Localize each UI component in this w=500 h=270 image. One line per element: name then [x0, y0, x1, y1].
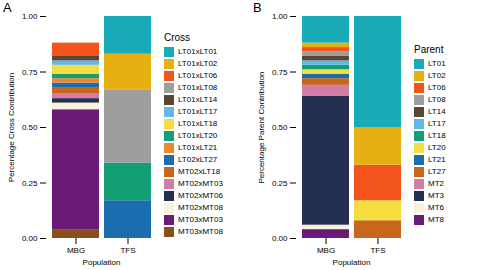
svg-text:0.00: 0.00 [22, 234, 38, 243]
html-text:MT02xLT18: MT02xLT18 [178, 167, 221, 176]
html-text:LT14: LT14 [428, 107, 446, 116]
html-text:MT2: MT2 [428, 179, 444, 188]
svg-text:0.50: 0.50 [272, 123, 288, 132]
html-text:MT3: MT3 [428, 191, 444, 200]
svg-text:0.75: 0.75 [272, 68, 288, 77]
html-text:LT21: LT21 [428, 155, 446, 164]
html-text:LT17: LT17 [428, 119, 446, 128]
html-text:LT20: LT20 [428, 143, 446, 152]
svg-text:TFS: TFS [120, 246, 135, 255]
html-text:A: A [3, 0, 12, 15]
html-text:LT01xLT20: LT01xLT20 [178, 131, 218, 140]
html-text:LT02xLT27: LT02xLT27 [178, 155, 218, 164]
html-text:LT01xLT18: LT01xLT18 [178, 119, 218, 128]
svg-text:1.00: 1.00 [22, 12, 38, 21]
svg-text:0.00: 0.00 [272, 234, 288, 243]
svg-text:MBG: MBG [67, 246, 85, 255]
html-text:LT01xLT17: LT01xLT17 [178, 107, 218, 116]
html-text:LT01xLT14: LT01xLT14 [178, 95, 218, 104]
html-text:LT01: LT01 [428, 59, 446, 68]
html-text:LT01xLT06: LT01xLT06 [178, 71, 218, 80]
html-text:LT01xLT21: LT01xLT21 [178, 143, 218, 152]
html-text:MT02xMT03: MT02xMT03 [178, 179, 223, 188]
svg-text:0.75: 0.75 [22, 68, 38, 77]
html-text:Parent: Parent [414, 44, 444, 55]
svg-text:Population: Population [333, 258, 371, 267]
svg-text:TFS: TFS [370, 246, 385, 255]
svg-text:MBG: MBG [317, 246, 335, 255]
svg-text:0.25: 0.25 [272, 179, 288, 188]
html-text:LT02: LT02 [428, 71, 446, 80]
html-text:MT8: MT8 [428, 215, 444, 224]
html-text:LT18: LT18 [428, 131, 446, 140]
svg-text:1.00: 1.00 [272, 12, 288, 21]
html-text:LT27: LT27 [428, 167, 446, 176]
html-text:LT08: LT08 [428, 95, 446, 104]
html-text:MT03xMT08: MT03xMT08 [178, 227, 223, 236]
html-text:LT01xLT01: LT01xLT01 [178, 47, 218, 56]
html-text:MT6: MT6 [428, 203, 444, 212]
svg-text:Population: Population [83, 258, 121, 267]
html-text:Cross: Cross [164, 32, 191, 43]
svg-text:Percentage Cross Contribution: Percentage Cross Contribution [7, 73, 16, 182]
html-text:B: B [253, 0, 262, 15]
html-text:MT03xMT03: MT03xMT03 [178, 215, 223, 224]
svg-text:Percentage Parent Contribution: Percentage Parent Contribution [257, 71, 266, 183]
html-text:MT02xMT08: MT02xMT08 [178, 203, 223, 212]
html-text:MT02xMT06: MT02xMT06 [178, 191, 223, 200]
html-text:LT06: LT06 [428, 83, 446, 92]
svg-text:0.50: 0.50 [22, 123, 38, 132]
html-text:LT01xLT02: LT01xLT02 [178, 59, 218, 68]
html-text:LT01xLT08: LT01xLT08 [178, 83, 218, 92]
svg-text:0.25: 0.25 [22, 179, 38, 188]
